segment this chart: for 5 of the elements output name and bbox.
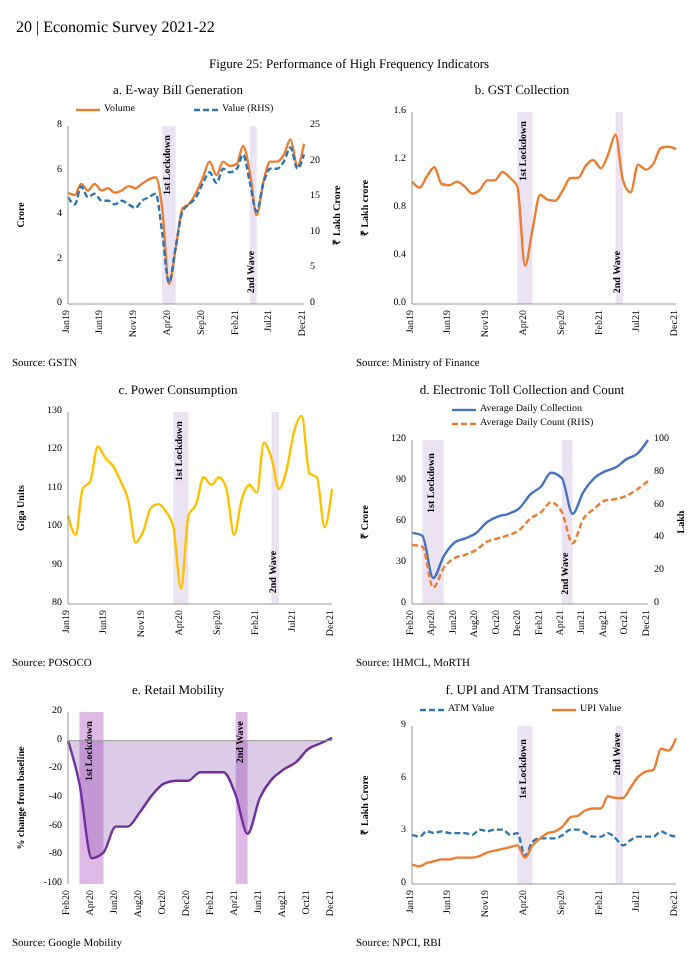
line-series [410,438,650,580]
line-series [410,828,678,858]
line-series [410,737,678,868]
line-series [66,414,334,590]
text: 20 | Economic Survey 2021-22 [16,18,215,36]
